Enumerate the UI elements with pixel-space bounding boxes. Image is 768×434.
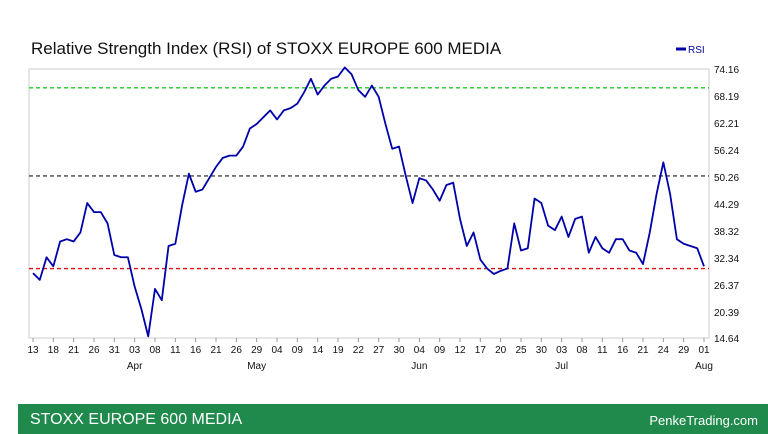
series-layer [32, 66, 705, 338]
x-tick-label: 20 [495, 345, 507, 356]
x-tick-label: 14 [312, 345, 324, 356]
y-tick-label: 56.24 [714, 146, 739, 157]
x-tick-label: 04 [414, 345, 426, 356]
chart-title: Relative Strength Index (RSI) of STOXX E… [31, 39, 502, 58]
footer-site-link[interactable]: PenkeTrading.com [649, 413, 758, 428]
x-tick-label: 29 [678, 345, 690, 356]
x-tick-label: 03 [556, 345, 568, 356]
x-tick-label: 21 [637, 345, 649, 356]
x-tick-label: 30 [536, 345, 548, 356]
series-line-rsi [32, 66, 705, 338]
month-label-apr: Apr [127, 361, 143, 372]
x-tick-label: 18 [48, 345, 60, 356]
plot-area [28, 68, 710, 339]
legend: RSI [676, 45, 705, 56]
x-axis: 13 18 21 26 31 03 08 11 16 21 26 29 04 09 14 19 22 27 30 04… [27, 338, 713, 372]
x-tick-label: 29 [251, 345, 263, 356]
plot-frame [28, 68, 710, 339]
month-label-jul: Jul [555, 361, 568, 372]
y-axis: 74.16 68.19 62.21 56.24 50.26 44.29 38.32 32.34… [714, 65, 739, 345]
x-tick-label: 27 [373, 345, 385, 356]
month-label-jun: Jun [411, 361, 427, 372]
x-tick-label: 04 [271, 345, 283, 356]
x-tick-label: 17 [475, 345, 487, 356]
x-tick-label: 09 [292, 345, 304, 356]
x-tick-label: 16 [617, 345, 629, 356]
x-tick-label: 26 [88, 345, 100, 356]
month-label-aug: Aug [695, 361, 713, 372]
y-tick-label: 62.21 [714, 119, 739, 130]
rsi-chart: Relative Strength Index (RSI) of STOXX E… [27, 39, 739, 372]
x-tick-label: 11 [170, 345, 181, 356]
legend-label: RSI [688, 45, 705, 56]
x-tick-label: 22 [353, 345, 365, 356]
x-tick-label: 30 [393, 345, 405, 356]
x-tick-label: 31 [109, 345, 121, 356]
y-tick-label: 50.26 [714, 173, 739, 184]
y-tick-label: 14.64 [714, 334, 739, 345]
x-tick-label: 24 [658, 345, 670, 356]
x-tick-label: 21 [210, 345, 222, 356]
y-tick-label: 20.39 [714, 308, 739, 319]
y-tick-label: 68.19 [714, 92, 739, 103]
x-tick-label: 08 [149, 345, 161, 356]
y-tick-label: 44.29 [714, 200, 739, 211]
x-tick-label: 09 [434, 345, 446, 356]
x-tick-label: 03 [129, 345, 141, 356]
x-tick-label: 12 [454, 345, 466, 356]
x-tick-label: 26 [231, 345, 243, 356]
y-tick-label: 32.34 [714, 254, 739, 265]
x-tick-label: 16 [190, 345, 202, 356]
footer-chart-name: STOXX EUROPE 600 MEDIA [30, 411, 243, 428]
x-tick-label: 25 [515, 345, 527, 356]
month-label-may: May [247, 361, 266, 372]
x-tick-label: 19 [332, 345, 344, 356]
y-tick-label: 38.32 [714, 227, 739, 238]
x-tick-label: 21 [68, 345, 80, 356]
y-tick-label: 26.37 [714, 281, 739, 292]
footer-bar: STOXX EUROPE 600 MEDIA PenkeTrading.com [18, 404, 768, 434]
x-tick-label: 08 [576, 345, 588, 356]
x-tick-label: 01 [698, 345, 710, 356]
y-tick-label: 74.16 [714, 65, 739, 76]
x-tick-label: 13 [27, 345, 39, 356]
x-tick-label: 11 [597, 345, 608, 356]
